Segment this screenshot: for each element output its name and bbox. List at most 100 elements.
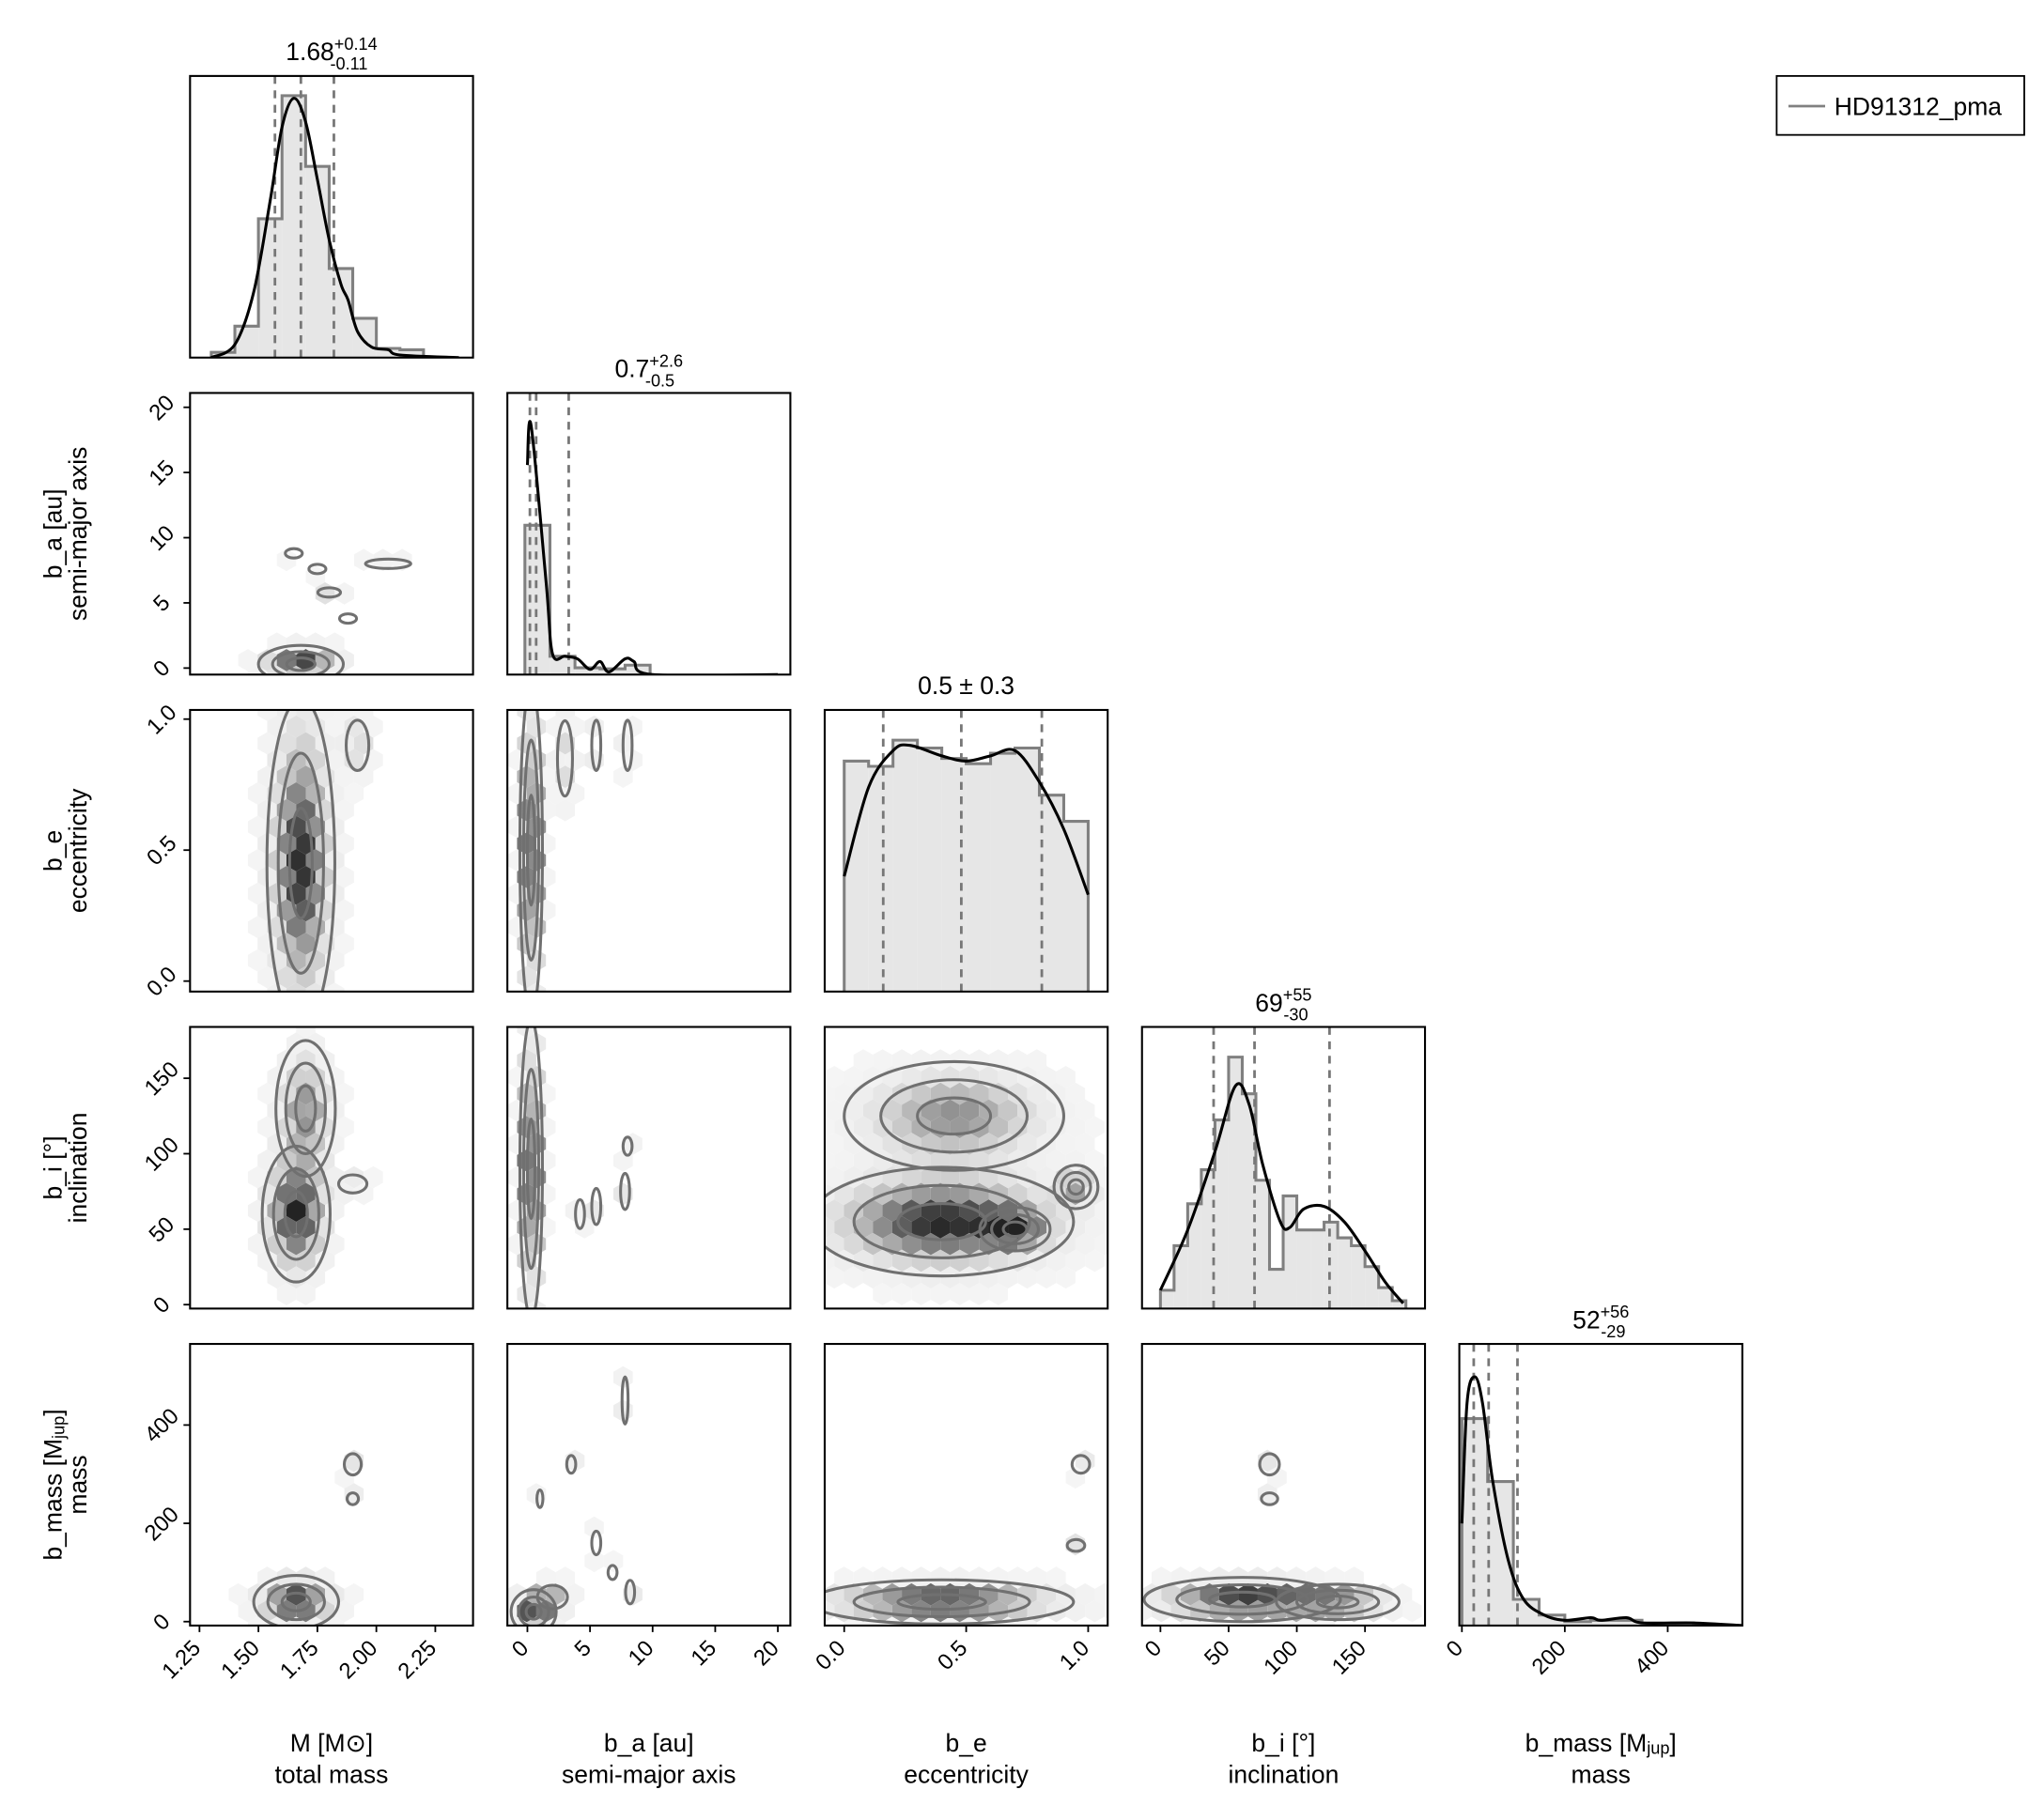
hex-bin bbox=[1085, 1599, 1105, 1623]
hex-bin bbox=[805, 1133, 825, 1155]
hex-bin bbox=[526, 1266, 547, 1289]
hex-bin bbox=[824, 1149, 835, 1172]
density-contour bbox=[978, 1206, 1052, 1253]
hex-bin bbox=[286, 1165, 306, 1189]
y-tick-label: 150 bbox=[140, 1057, 183, 1101]
hex-bin bbox=[276, 1249, 297, 1273]
hist-bar bbox=[305, 166, 330, 358]
x-tick-label: 1.75 bbox=[276, 1636, 324, 1684]
hex-bin bbox=[334, 765, 354, 788]
density-contour bbox=[590, 1186, 603, 1226]
y-tick-label: 0 bbox=[149, 1610, 176, 1636]
hex-bin bbox=[344, 1582, 364, 1606]
hex-bin bbox=[276, 1182, 297, 1206]
title-plus-error: +2.6 bbox=[649, 352, 683, 371]
hex-bin bbox=[623, 748, 643, 772]
hex-bin bbox=[247, 815, 268, 839]
hex-bin bbox=[238, 649, 258, 671]
hex-bin bbox=[507, 882, 527, 905]
hex-bin bbox=[247, 1616, 268, 1626]
hex-bin bbox=[844, 1199, 864, 1222]
hex-bin bbox=[276, 965, 297, 989]
title-minus-error: -0.11 bbox=[330, 54, 367, 73]
hex-bin bbox=[1017, 1133, 1037, 1155]
hex-bin bbox=[873, 1249, 892, 1273]
hex-bin bbox=[257, 965, 277, 989]
hex-bin bbox=[911, 1082, 931, 1105]
hex-bin bbox=[796, 1182, 815, 1205]
hex-bin bbox=[911, 1283, 931, 1305]
hex-bin bbox=[1036, 1099, 1057, 1122]
hex-bin bbox=[853, 1116, 874, 1139]
hex-bin bbox=[930, 1049, 951, 1072]
density-contour bbox=[535, 1583, 569, 1611]
hex-bin bbox=[1200, 1582, 1219, 1606]
hex-bin bbox=[834, 1149, 854, 1172]
x-axis-sublabel: eccentricity bbox=[904, 1760, 1029, 1788]
hex-bin bbox=[325, 982, 345, 992]
hex-bin bbox=[1036, 1266, 1057, 1289]
x-axis-sublabel: total mass bbox=[275, 1760, 389, 1788]
hex-bin bbox=[1354, 1582, 1374, 1606]
hex-bin bbox=[517, 965, 536, 989]
hist-bar bbox=[376, 348, 400, 358]
density-contour bbox=[280, 1591, 312, 1612]
hex-bin bbox=[824, 1082, 835, 1105]
hex-bin bbox=[998, 1266, 1018, 1289]
hist-bar bbox=[1378, 1288, 1393, 1309]
hex-bin bbox=[940, 1099, 960, 1122]
hex-bin bbox=[286, 1065, 306, 1088]
y-axis-sublabel: eccentricity bbox=[64, 788, 92, 913]
hist-bar bbox=[235, 326, 259, 358]
y-axis-label: b_a [au] bbox=[39, 488, 68, 579]
panel-frame bbox=[506, 708, 792, 993]
hex-bin bbox=[364, 1165, 383, 1189]
hex-bin bbox=[267, 1266, 286, 1289]
density-contour bbox=[555, 718, 574, 798]
hex-bin bbox=[286, 1616, 306, 1626]
hex-bin bbox=[882, 1199, 903, 1222]
hex-bin bbox=[286, 916, 306, 939]
title-value: 0.5 ± 0.3 bbox=[918, 671, 1014, 700]
hex-bin bbox=[1267, 1466, 1287, 1489]
hex-bin bbox=[1008, 1049, 1028, 1072]
hex-bin bbox=[247, 949, 268, 972]
label-subscript: jup bbox=[49, 1416, 68, 1440]
x-axis-label: b_i [°] bbox=[1251, 1729, 1315, 1757]
title-minus-error: -0.5 bbox=[645, 371, 674, 390]
scatter-panel-M-vs-b_mass bbox=[189, 1342, 474, 1627]
y-axis-sublabel: inclination bbox=[64, 1113, 92, 1224]
hex-bin bbox=[998, 1099, 1018, 1122]
panel-frame bbox=[823, 708, 1109, 993]
density-contour bbox=[606, 1564, 619, 1581]
hex-bin bbox=[305, 1165, 326, 1189]
y-tick-label: 400 bbox=[140, 1404, 183, 1447]
diag-panel-b_mass: 52+56 -29 bbox=[1458, 1303, 1743, 1627]
hex-bin bbox=[1075, 1099, 1095, 1122]
hex-bin bbox=[796, 1250, 815, 1273]
scatter-panel-b_i-vs-b_mass bbox=[1140, 1342, 1427, 1627]
hex-bin bbox=[998, 1582, 1018, 1606]
hist-bar bbox=[1590, 1620, 1617, 1626]
hist-bar bbox=[868, 766, 893, 992]
x-axis-label: b_e bbox=[945, 1729, 986, 1757]
panel-title: 0.5 ± 0.3 bbox=[918, 671, 1014, 700]
hex-bin bbox=[968, 1283, 989, 1305]
hex-bin bbox=[940, 1065, 960, 1088]
hex-bin bbox=[1085, 1116, 1105, 1139]
hex-bin bbox=[902, 1133, 921, 1155]
title-plus-error: +0.14 bbox=[334, 35, 378, 54]
hex-bin bbox=[853, 1149, 874, 1172]
hex-bin bbox=[315, 1249, 335, 1273]
hex-bin bbox=[286, 715, 306, 738]
density-contour bbox=[256, 643, 346, 675]
x-tick-label: 400 bbox=[1631, 1636, 1674, 1679]
hex-bin bbox=[1296, 1616, 1316, 1626]
hist-bar bbox=[1063, 821, 1089, 992]
panel-frame bbox=[189, 1026, 474, 1310]
density-contour bbox=[852, 1585, 1031, 1619]
density-contour bbox=[565, 1454, 578, 1475]
scatter-panel-M-vs-b_a bbox=[189, 392, 474, 676]
hex-bin bbox=[853, 1182, 874, 1206]
hex-bin bbox=[315, 865, 335, 888]
